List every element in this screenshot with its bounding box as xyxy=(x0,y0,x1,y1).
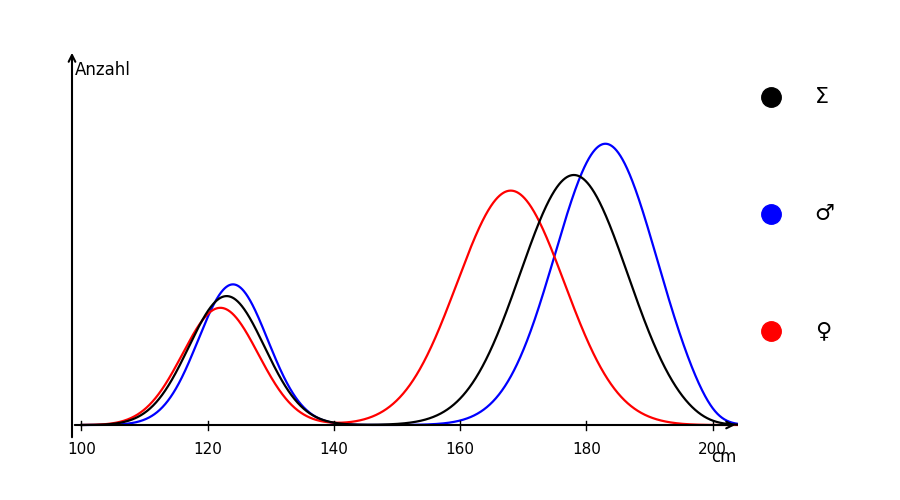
Text: ♀: ♀ xyxy=(814,321,831,341)
Text: 100: 100 xyxy=(67,442,96,457)
Text: 120: 120 xyxy=(194,442,222,457)
Text: 140: 140 xyxy=(320,442,348,457)
Text: cm: cm xyxy=(711,448,736,466)
Text: Σ: Σ xyxy=(814,87,829,107)
Text: 180: 180 xyxy=(572,442,601,457)
Text: 160: 160 xyxy=(446,442,474,457)
Text: 200: 200 xyxy=(698,442,727,457)
Text: ♂: ♂ xyxy=(814,204,834,224)
Text: Anzahl: Anzahl xyxy=(76,62,131,80)
